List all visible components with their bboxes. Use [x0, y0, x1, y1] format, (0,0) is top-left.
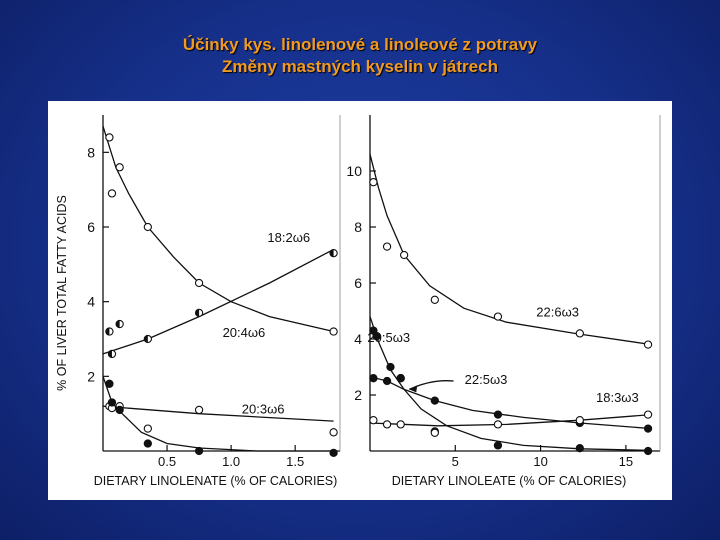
- title-line-2: Změny mastných kyselin v játrech: [222, 57, 498, 76]
- right-series-20-5-3-point: [493, 441, 503, 450]
- title-line-1: Účinky kys. linolenové a linoleové z pot…: [182, 35, 538, 54]
- right-series-18-3-3-point: [643, 410, 653, 419]
- right-series-22-5-3-point: [430, 396, 439, 405]
- right-series-22-5-3-point: [493, 410, 503, 419]
- left-series-20-3-6-point: [329, 428, 338, 437]
- left-label-20-3-6: 20:3ω6: [242, 402, 285, 417]
- right-x-tick-label: 10: [533, 454, 547, 469]
- left-series-18-2-6-point: [107, 189, 117, 198]
- left-y-tick-label: 2: [87, 368, 95, 384]
- left-series-3-point: [194, 446, 204, 456]
- left-label-20-4-6: 20:4ω6: [223, 325, 266, 340]
- left-series-3-point: [143, 439, 152, 448]
- left-chart: 2 4 6 8 0.5 1.0 1.5 DIETARY LINOLENATE (% OF CA…: [55, 115, 341, 488]
- left-y-tick-label: 4: [87, 294, 95, 310]
- right-series-22-5-3: [369, 374, 653, 433]
- left-y-tick-label: 8: [87, 144, 95, 160]
- left-series-20-4-6-point: [143, 334, 152, 344]
- right-series-18-3-3-point: [382, 420, 392, 429]
- right-y-tick-label: 10: [346, 163, 362, 179]
- left-x-axis-label: DIETARY LINOLENATE (% OF CALORIES): [94, 474, 338, 488]
- right-series-22-6-3-point: [493, 312, 503, 321]
- left-series-20-4-6: [102, 248, 338, 359]
- left-series-18-2-6-point: [194, 278, 204, 288]
- left-series-20-4-6-point: [194, 308, 204, 318]
- right-label-20-5-3: 20:5ω3: [367, 330, 410, 345]
- right-y-tick-label: 6: [354, 275, 362, 291]
- left-series-20-4-6-point: [105, 327, 114, 336]
- left-series-18-2-6-curve: [102, 126, 334, 333]
- left-label-18-2-6: 18:2ω6: [267, 230, 310, 245]
- left-series-20-4-6-point: [115, 319, 124, 329]
- right-series-22-5-3-point: [382, 376, 392, 386]
- right-y-tick-label: 4: [354, 331, 362, 347]
- right-series-22-6-3-point: [575, 329, 584, 338]
- right-label-18-3-3: 18:3ω3: [596, 390, 639, 405]
- right-series-18-3-3-point: [575, 416, 584, 425]
- right-series-20-5-3-point: [575, 444, 584, 453]
- right-label-22-5-3: 22:5ω3: [465, 372, 508, 387]
- left-x-tick-label: 0.5: [158, 454, 176, 469]
- right-series-20-5-3-point: [386, 362, 395, 372]
- left-series-18-2-6: [102, 126, 338, 336]
- right-series-22-6-3-point: [369, 178, 378, 187]
- right-series-20-5-3-curve: [369, 316, 652, 452]
- right-y-tick-label: 2: [354, 387, 362, 403]
- right-series-18-3-3-point: [369, 416, 378, 425]
- left-series-18-2-6-point: [143, 222, 152, 232]
- left-series-20-3-6-point: [194, 405, 204, 415]
- right-series-22-6-3-point: [382, 242, 392, 251]
- right-series-18-3-3-point: [396, 420, 405, 429]
- right-chart: 2 4 6 8 10 5 10 15 DIETARY LINOLEATE (% OF CALOR…: [346, 115, 661, 488]
- left-series-3-point: [115, 405, 124, 415]
- right-series-22-6-3-curve: [369, 154, 652, 346]
- right-series-22-5-3-point: [369, 374, 378, 383]
- left-y-axis-label: % OF LIVER TOTAL FATTY ACIDS: [55, 195, 69, 391]
- left-x-tick-label: 1.0: [222, 454, 240, 469]
- left-series-20-4-6-point: [107, 349, 117, 359]
- right-series-22-6-3-point: [430, 295, 439, 304]
- right-series-22-6-3-point: [643, 340, 653, 349]
- right-series-20-5-3-point: [372, 332, 381, 341]
- left-series-18-2-6-point: [105, 133, 114, 142]
- left-series-3-point: [105, 379, 114, 388]
- right-x-axis-label: DIETARY LINOLEATE (% OF CALORIES): [392, 474, 627, 488]
- right-series-18-3-3: [369, 410, 653, 437]
- right-series-18-3-3-point: [430, 428, 439, 437]
- right-y-tick-label: 8: [354, 219, 362, 235]
- right-series-22-6-3: [369, 154, 653, 349]
- right-x-tick-label: 15: [619, 454, 633, 469]
- slide-title: Účinky kys. linolenové a linoleové z pot…: [0, 34, 720, 78]
- right-series-22-6-3-point: [399, 250, 409, 260]
- right-x-tick-label: 5: [452, 454, 459, 469]
- left-series-18-2-6-point: [329, 327, 338, 336]
- left-series-3: [102, 376, 338, 458]
- right-label-arrow: [408, 380, 454, 393]
- right-series-18-3-3-point: [493, 420, 503, 429]
- left-series-3-point: [329, 448, 338, 458]
- right-series-22-5-3-point: [396, 374, 405, 383]
- right-series-18-3-3-curve: [369, 413, 652, 427]
- left-series-18-2-6-point: [115, 163, 124, 172]
- right-label-22-6-3: 22:6ω3: [536, 305, 579, 320]
- left-x-tick-label: 1.5: [286, 454, 304, 469]
- left-series-20-4-6-point: [329, 248, 338, 258]
- left-series-20-3-6: [102, 402, 338, 437]
- figure-panel: 2 4 6 8 0.5 1.0 1.5 DIETARY LINOLENATE (% OF CA…: [48, 101, 672, 500]
- left-series-3-point: [107, 398, 117, 407]
- left-y-tick-label: 6: [87, 219, 95, 235]
- right-series-22-5-3-point: [643, 424, 653, 433]
- left-series-20-3-6-point: [143, 424, 152, 433]
- right-series-20-5-3-point: [643, 446, 653, 456]
- figure-background: [48, 101, 672, 500]
